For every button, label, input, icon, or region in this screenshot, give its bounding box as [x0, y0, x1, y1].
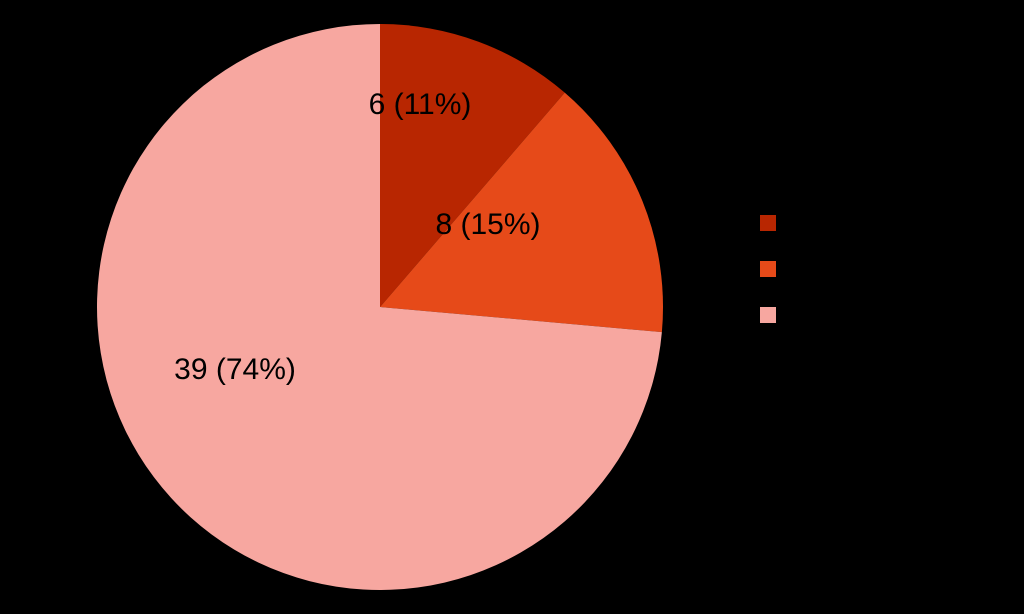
legend-swatch-c: [760, 307, 776, 323]
pie-chart: [0, 0, 1024, 614]
legend-swatch-a: [760, 215, 776, 231]
legend-item-b: [760, 246, 776, 292]
legend-swatch-b: [760, 261, 776, 277]
legend: [760, 200, 776, 338]
chart-stage: 6 (11%) 8 (15%) 39 (74%): [0, 0, 1024, 614]
legend-item-c: [760, 292, 776, 338]
legend-item-a: [760, 200, 776, 246]
